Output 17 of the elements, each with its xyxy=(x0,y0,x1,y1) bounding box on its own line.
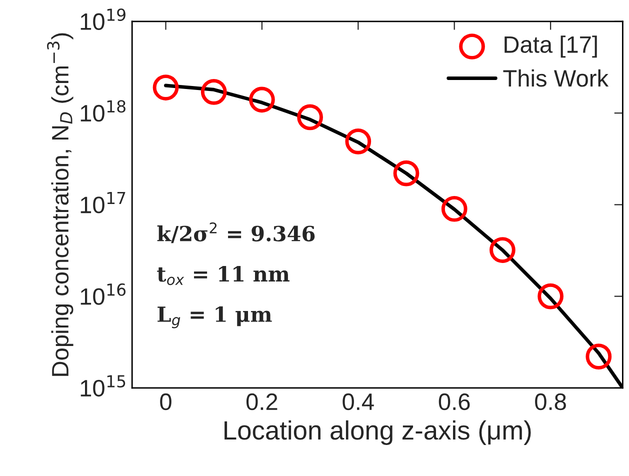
y-tick-label: 10$^{15}$ xyxy=(80,375,126,397)
y-tick-label: 10$^{17}$ xyxy=(80,192,126,214)
y-axis-title: Doping concentration, N$_{D}$ (cm$^{−3}$) xyxy=(47,33,74,376)
y-tick-label: 10$^{18}$ xyxy=(80,100,126,122)
x-tick-label: 0.8 xyxy=(535,393,566,410)
legend-label: This Work xyxy=(503,69,609,87)
x-axis-title: Location along z-axis (μm) xyxy=(224,420,531,445)
annotation: L$_{g}$ = 1 μm xyxy=(158,306,272,328)
x-tick-label: 0.4 xyxy=(342,393,374,410)
x-tick-label: 0 xyxy=(160,393,172,410)
y-tick-label: 10$^{19}$ xyxy=(80,8,126,30)
annotation: k/2σ$^{2}$ = 9.346 xyxy=(157,222,315,244)
x-tick-label: 0.2 xyxy=(246,393,278,410)
y-tick-label: 10$^{16}$ xyxy=(80,283,126,305)
x-tick-label: 0.6 xyxy=(438,393,470,410)
annotation: t$_{ox}$ = 11 nm xyxy=(157,266,290,286)
legend-label: Data [17] xyxy=(504,36,597,58)
